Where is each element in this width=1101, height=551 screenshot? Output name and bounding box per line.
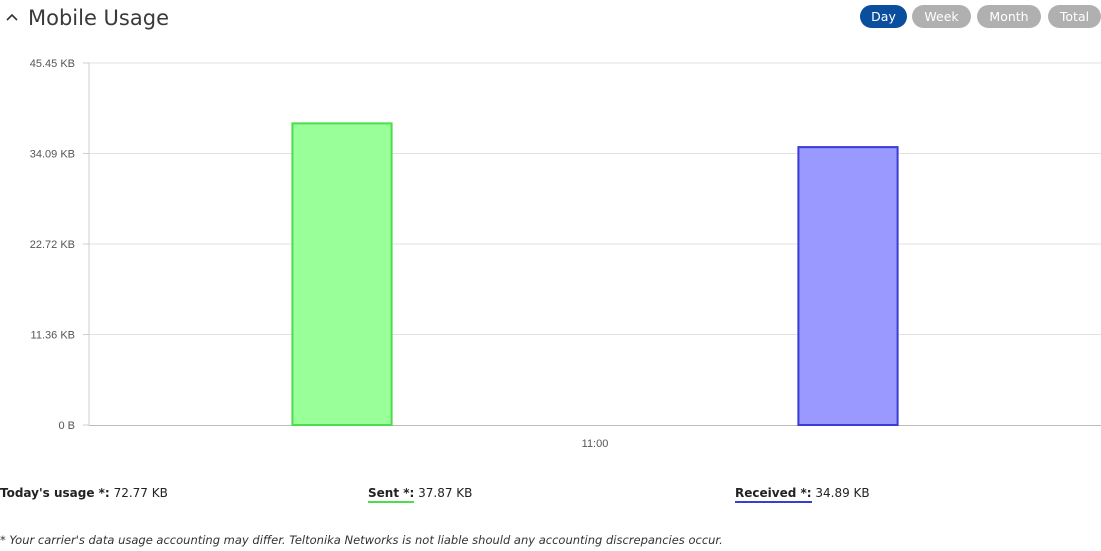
y-tick-label: 45.45 KB <box>30 58 75 70</box>
usage-chart-svg: 0 B 11.36 KB 22.72 KB 34.09 KB 45.45 KB 11:00 <box>30 58 1101 450</box>
y-tick-label: 0 B <box>58 420 75 432</box>
today-usage: Today's usage *: 72.77 KB <box>0 486 168 500</box>
month-button[interactable]: Month <box>977 5 1041 28</box>
bar-received <box>797 146 899 427</box>
day-button[interactable]: Day <box>860 5 907 28</box>
received-usage-value: 34.89 KB <box>815 486 870 500</box>
total-button[interactable]: Total <box>1048 5 1101 28</box>
panel-header: Mobile Usage Day Week Month Total <box>0 0 1101 34</box>
today-usage-label: Today's usage *: <box>0 486 110 500</box>
y-tick-label: 22.72 KB <box>30 239 75 251</box>
y-tick-label: 11.36 KB <box>31 330 75 342</box>
disclaimer-note: * Your carrier's data usage accounting m… <box>0 533 723 547</box>
week-button[interactable]: Week <box>912 5 971 28</box>
y-tick-label: 34.09 KB <box>30 148 75 160</box>
received-usage-label: Received *: <box>735 486 812 503</box>
x-tick-label: 11:00 <box>582 438 609 450</box>
received-usage: Received *: 34.89 KB <box>735 486 870 503</box>
chevron-up-icon[interactable] <box>4 9 20 25</box>
page-title: Mobile Usage <box>28 6 169 30</box>
sent-usage: Sent *: 37.87 KB <box>368 486 472 503</box>
usage-chart: 0 B 11.36 KB 22.72 KB 34.09 KB 45.45 KB 11:00 <box>0 40 1101 460</box>
today-usage-value: 72.77 KB <box>113 486 168 500</box>
sent-usage-label: Sent *: <box>368 486 415 503</box>
sent-usage-value: 37.87 KB <box>418 486 473 500</box>
bar-sent <box>291 122 393 426</box>
